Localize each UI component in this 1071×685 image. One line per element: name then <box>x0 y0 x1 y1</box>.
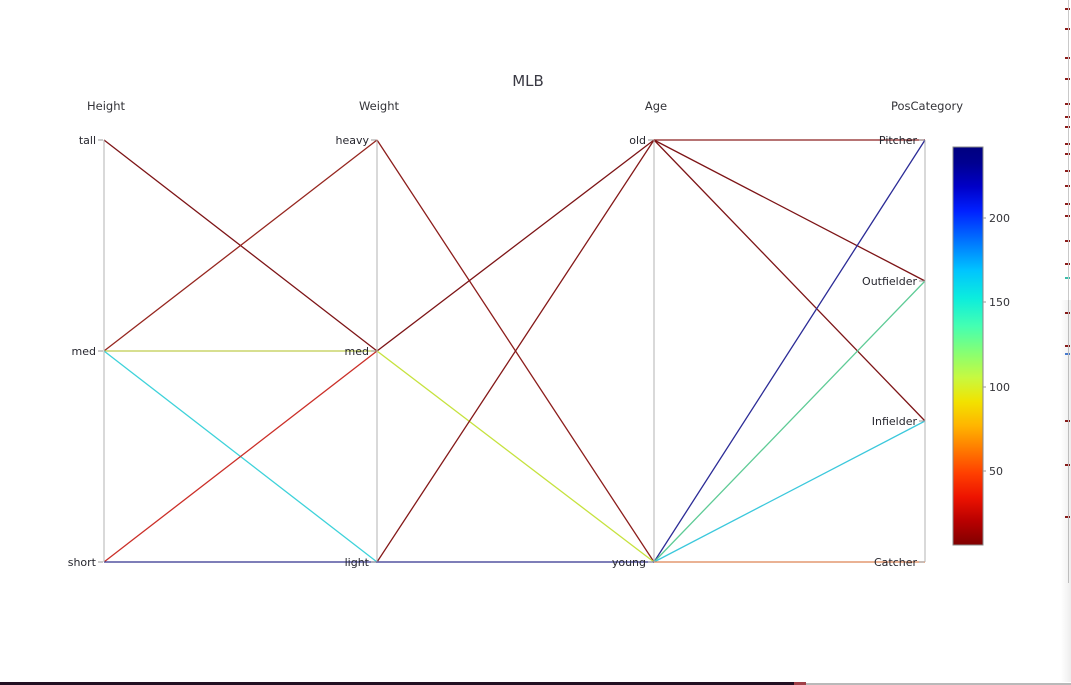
window-bottom-border-light <box>806 683 1071 685</box>
right-edge-line <box>1068 0 1069 583</box>
segment-med-to-young <box>376 350 655 563</box>
segment-young-to-Pitcher <box>653 139 926 563</box>
axis-title-age: Age <box>645 99 667 113</box>
clipped-edge-mark <box>1065 103 1070 105</box>
clipped-edge-mark <box>1065 203 1070 205</box>
tick-label-tall: tall <box>79 134 96 147</box>
tick-label-old: old <box>629 134 646 147</box>
colorbar-tick-label-200: 200 <box>989 212 1010 225</box>
segment-old-to-Outfielder <box>653 139 926 282</box>
segment-young-to-Infielder <box>653 420 926 563</box>
clipped-edge-mark <box>1065 277 1070 279</box>
clipped-edge-mark <box>1065 116 1070 118</box>
tick-label-med: med <box>72 345 96 358</box>
tick-label-light: light <box>345 556 370 569</box>
axis-title-poscategory: PosCategory <box>891 99 963 113</box>
clipped-edge-mark <box>1065 28 1070 30</box>
tick-label-catcher: Catcher <box>874 556 918 569</box>
segment-young-to-Outfielder <box>653 280 926 563</box>
clipped-edge-mark <box>1065 126 1070 128</box>
clipped-edge-mark <box>1065 240 1070 242</box>
clipped-edge-mark <box>1065 170 1070 172</box>
clipped-edge-mark <box>1065 185 1070 187</box>
axis-title-height: Height <box>87 99 126 113</box>
chart-title: MLB <box>512 72 544 90</box>
tick-label-outfielder: Outfielder <box>862 275 917 288</box>
clipped-edge-mark <box>1065 57 1070 59</box>
clipped-edge-mark <box>1065 78 1070 80</box>
clipped-edge-mark <box>1065 516 1070 518</box>
colorbar <box>952 146 984 546</box>
segment-short-to-med <box>103 350 378 563</box>
clipped-edge-mark <box>1065 464 1070 466</box>
clipped-edge-mark <box>1065 263 1070 265</box>
clipped-edge-mark <box>1065 153 1070 155</box>
clipped-edge-mark <box>1065 8 1070 10</box>
right-edge-shadow <box>1061 300 1071 682</box>
tick-label-med: med <box>345 345 369 358</box>
tick-label-young: young <box>612 556 646 569</box>
segment-light-to-old <box>376 139 655 563</box>
window-bottom-border-dark <box>0 682 794 685</box>
clipped-edge-mark <box>1065 420 1070 422</box>
segment-med-to-old <box>376 139 655 352</box>
colorbar-tick-label-100: 100 <box>989 381 1010 394</box>
tick-label-short: short <box>68 556 97 569</box>
clipped-edge-mark <box>1065 312 1070 314</box>
colorbar-tick-label-50: 50 <box>989 465 1003 478</box>
axis-title-weight: Weight <box>359 99 400 113</box>
tick-label-infielder: Infielder <box>872 415 918 428</box>
clipped-edge-mark <box>1065 215 1070 217</box>
segment-med-to-heavy <box>103 139 378 352</box>
tick-label-pitcher: Pitcher <box>879 134 918 147</box>
window-bottom-border-accent <box>794 682 806 685</box>
colorbar-tick-label-150: 150 <box>989 296 1010 309</box>
segment-old-to-Infielder <box>653 139 926 422</box>
clipped-edge-mark <box>1065 345 1070 347</box>
tick-label-heavy: heavy <box>336 134 370 147</box>
clipped-edge-mark <box>1065 353 1070 355</box>
clipped-edge-mark <box>1065 143 1070 145</box>
